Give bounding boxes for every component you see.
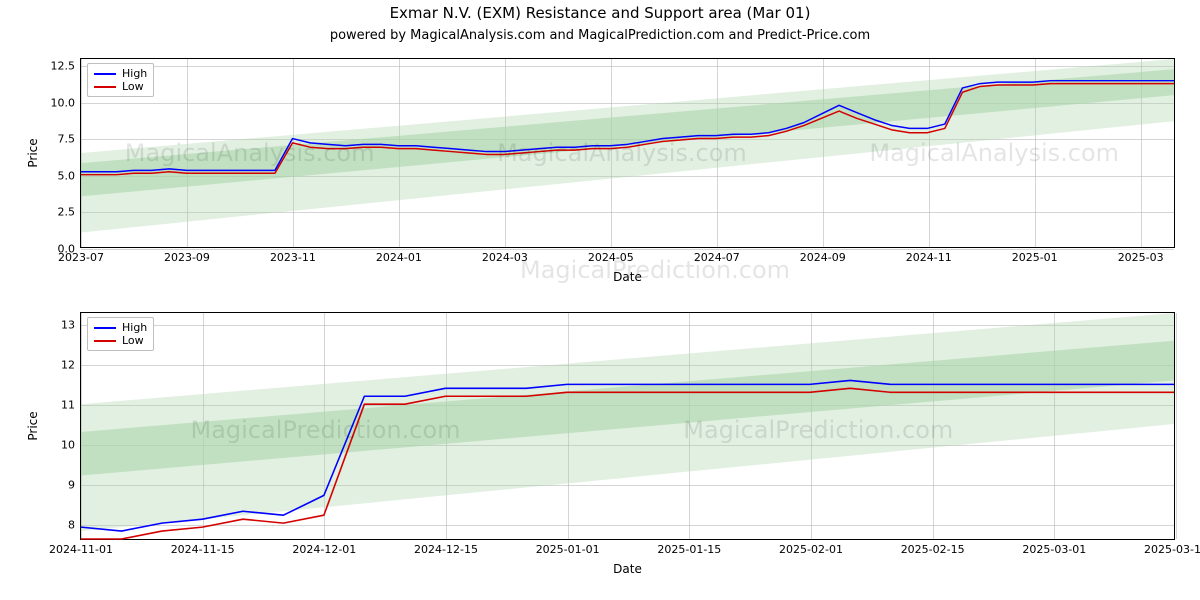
top-y-axis-label: Price: [26, 138, 40, 167]
legend-swatch-high: [94, 327, 116, 329]
bottom-plot-area: [81, 313, 1174, 539]
top-line-plot: [81, 59, 1174, 247]
y-tick-label: 2.5: [58, 206, 82, 219]
legend-item-high: High: [94, 321, 147, 334]
x-tick-label: 2024-03: [482, 247, 528, 264]
x-tick-label: 2023-07: [58, 247, 104, 264]
x-tick-label: 2025-03: [1118, 247, 1164, 264]
x-tick-label: 2024-07: [694, 247, 740, 264]
bottom-line-plot: [81, 313, 1174, 539]
x-tick-label: 2024-11: [906, 247, 952, 264]
y-tick-label: 12.5: [51, 60, 82, 73]
legend-label-low: Low: [122, 334, 144, 347]
x-tick-label: 2023-09: [164, 247, 210, 264]
x-tick-label: 2024-01: [376, 247, 422, 264]
legend-item-low: Low: [94, 80, 147, 93]
x-tick-label: 2024-11-01: [49, 539, 113, 556]
x-tick-label: 2025-01-15: [657, 539, 721, 556]
x-tick-label: 2025-01: [1012, 247, 1058, 264]
bottom-legend: High Low: [87, 317, 154, 351]
top-legend: High Low: [87, 63, 154, 97]
x-tick-label: 2023-11: [270, 247, 316, 264]
legend-swatch-low: [94, 86, 116, 88]
x-tick-label: 2025-01-01: [536, 539, 600, 556]
x-tick-label: 2025-02-15: [901, 539, 965, 556]
legend-item-high: High: [94, 67, 147, 80]
y-tick-label: 12: [61, 359, 81, 372]
legend-swatch-low: [94, 340, 116, 342]
x-tick-label: 2024-11-15: [171, 539, 235, 556]
bottom-x-axis-label: Date: [80, 562, 1175, 576]
legend-item-low: Low: [94, 334, 147, 347]
top-plot-area: [81, 59, 1174, 247]
y-tick-label: 10.0: [51, 96, 82, 109]
top-subplot: High Low Price 0.02.55.07.510.012.52023-…: [80, 58, 1175, 248]
chart-subtitle: powered by MagicalAnalysis.com and Magic…: [0, 28, 1200, 43]
bottom-y-axis-label: Price: [26, 411, 40, 440]
x-tick-label: 2024-09: [800, 247, 846, 264]
gridline-vertical: [1176, 313, 1177, 539]
y-tick-label: 10: [61, 439, 81, 452]
x-tick-label: 2025-03-01: [1022, 539, 1086, 556]
chart-title: Exmar N.V. (EXM) Resistance and Support …: [0, 4, 1200, 22]
bottom-subplot: High Low Price 89101112132024-11-012024-…: [80, 312, 1175, 540]
legend-label-low: Low: [122, 80, 144, 93]
x-tick-label: 2025-03-15: [1144, 539, 1200, 556]
y-tick-label: 9: [68, 479, 81, 492]
x-tick-label: 2024-12-15: [414, 539, 478, 556]
y-tick-label: 8: [68, 519, 81, 532]
figure: Exmar N.V. (EXM) Resistance and Support …: [0, 0, 1200, 600]
y-tick-label: 5.0: [58, 169, 82, 182]
top-x-axis-label: Date: [80, 270, 1175, 284]
legend-swatch-high: [94, 73, 116, 75]
x-tick-label: 2024-12-01: [292, 539, 356, 556]
x-tick-label: 2024-05: [588, 247, 634, 264]
legend-label-high: High: [122, 321, 147, 334]
y-tick-label: 7.5: [58, 133, 82, 146]
x-tick-label: 2025-02-01: [779, 539, 843, 556]
legend-label-high: High: [122, 67, 147, 80]
y-tick-label: 11: [61, 399, 81, 412]
y-tick-label: 13: [61, 319, 81, 332]
